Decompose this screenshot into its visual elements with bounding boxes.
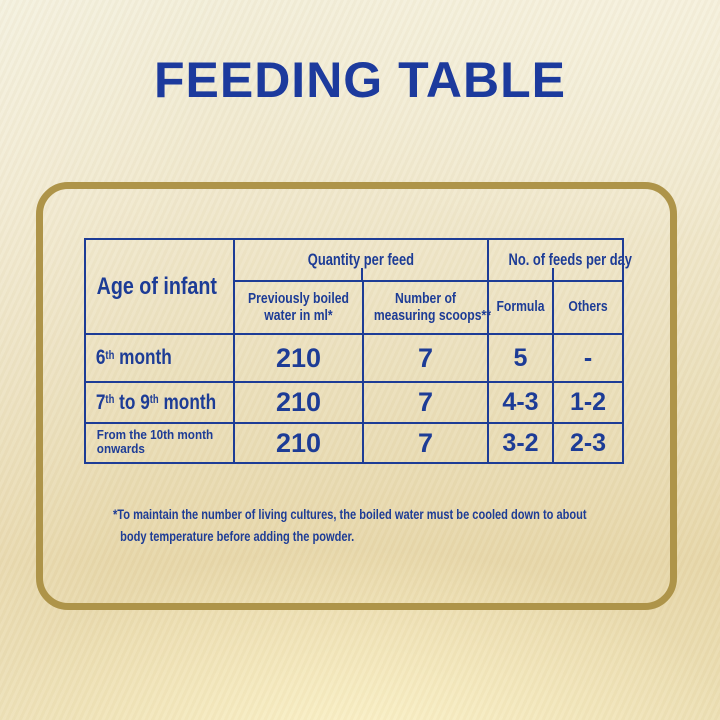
age-cell: From the 10th month onwards: [84, 422, 235, 464]
subheader-line: Others: [568, 299, 608, 315]
formula-feeds-cell: 4-3: [487, 381, 554, 424]
column-divider-tick: [552, 268, 554, 280]
col-header-others: Others: [551, 280, 625, 335]
subheader-line: measuring scoops**: [373, 307, 491, 324]
age-cell: 7th to 9th month: [84, 381, 235, 424]
age-header-label: Age of infant: [96, 272, 217, 300]
scoops-cell: 7: [362, 381, 489, 424]
col-header-formula: Formula: [487, 280, 554, 335]
others-feeds-cell: -: [551, 333, 625, 383]
subheader-line: water in ml*: [264, 307, 333, 324]
page-title: FEEDING TABLE: [153, 52, 567, 108]
header-row-groups: Age of infant Quantity per feed No. of f…: [84, 238, 632, 335]
subheader-line: Previously boiled: [248, 290, 349, 307]
footnote-line-2: body temperature before adding the powde…: [120, 528, 355, 544]
subheader-line: Formula: [496, 299, 545, 315]
col-group-quantity-per-feed: Quantity per feed: [233, 238, 489, 282]
table-row-10th-month-onwards: From the 10th month onwards 210 7 3-2 2-…: [84, 422, 625, 464]
subheader-line: Number of: [395, 290, 456, 307]
age-label: 7th to 9th month: [95, 390, 217, 414]
col-header-age-of-infant: Age of infant: [84, 238, 235, 335]
feeds-group-label: No. of feeds per day: [508, 250, 632, 269]
table-row-7th-9th-month: 7th to 9th month 210 7 4-3 1-2: [84, 381, 625, 424]
table-row-6th-month: 6th month 210 7 5 -: [84, 333, 625, 383]
footnote-line-1: *To maintain the number of living cultur…: [113, 506, 587, 522]
footnote: *To maintain the number of living cultur…: [113, 503, 587, 547]
formula-feeds-cell: 3-2: [487, 422, 554, 464]
age-cell: 6th month: [84, 333, 235, 383]
scoops-cell: 7: [362, 333, 489, 383]
col-header-measuring-scoops: Number of measuring scoops**: [362, 280, 491, 335]
col-header-boiled-water: Previously boiled water in ml*: [233, 280, 364, 335]
header-row-subcolumns: Previously boiled water in ml* Number of…: [85, 280, 625, 335]
scoops-cell: 7: [362, 422, 489, 464]
feeding-table: Age of infant Quantity per feed No. of f…: [84, 238, 632, 464]
water-cell: 210: [233, 333, 364, 383]
age-label: 6th month: [95, 346, 172, 369]
quantity-group-label: Quantity per feed: [307, 250, 415, 269]
formula-feeds-cell: 5: [487, 333, 554, 383]
water-cell: 210: [233, 422, 364, 464]
water-cell: 210: [233, 381, 364, 424]
others-feeds-cell: 1-2: [551, 381, 625, 424]
feeding-table-card: Age of infant Quantity per feed No. of f…: [36, 182, 677, 610]
others-feeds-cell: 2-3: [551, 422, 625, 464]
age-label: From the 10th month onwards: [96, 426, 214, 457]
col-group-feeds-per-day: No. of feeds per day: [486, 238, 632, 282]
column-divider-tick: [361, 268, 363, 280]
